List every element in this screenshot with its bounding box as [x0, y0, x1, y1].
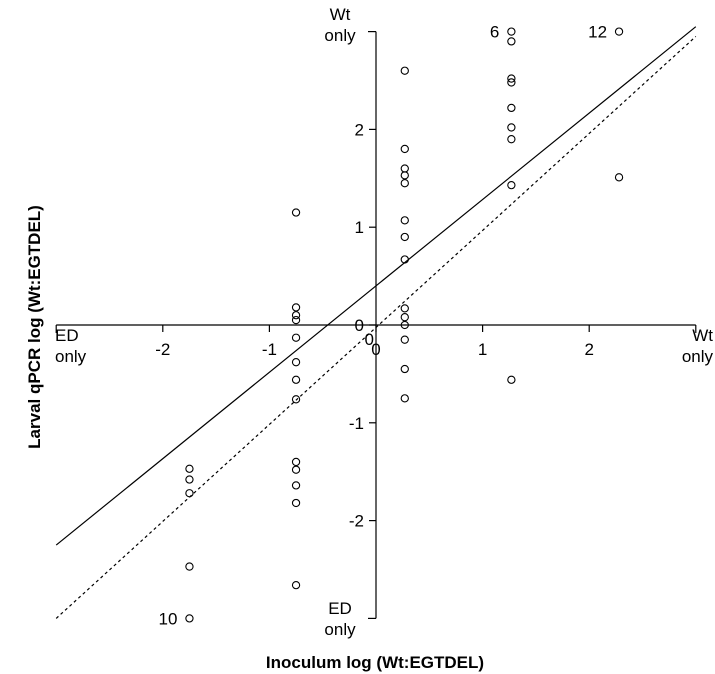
axes [56, 32, 696, 619]
data-point [401, 233, 408, 240]
data-point [508, 124, 515, 131]
data-point [292, 209, 299, 216]
x-tick-label: 2 [584, 340, 593, 359]
data-point [401, 180, 408, 187]
y-axis-end-label-top: only [324, 26, 356, 45]
x-tick-label: -1 [262, 340, 277, 359]
y-axis-title: Larval qPCR log (Wt:EGTDEL) [25, 205, 44, 449]
origin-label: 0 [365, 330, 374, 349]
data-point [508, 38, 515, 45]
y-axis-end-label-top: Wt [330, 5, 351, 24]
data-point [401, 365, 408, 372]
data-point [401, 172, 408, 179]
y-tick-label: 2 [355, 120, 364, 139]
data-point [292, 582, 299, 589]
data-point [401, 145, 408, 152]
data-point [615, 174, 622, 181]
data-point [292, 458, 299, 465]
data-point [508, 136, 515, 143]
data-point [292, 334, 299, 341]
x-tick-label: -2 [155, 340, 170, 359]
labels: -2 -1 0 1 2-2-10120EDonlyWtonlyWtonlyEDonly6… [55, 5, 713, 639]
x-axis-title: Inoculum log (Wt:EGTDEL) [266, 653, 484, 672]
data-point [292, 317, 299, 324]
y-tick-label: -2 [349, 512, 364, 531]
data-point [186, 465, 193, 472]
point-count-label: 6 [490, 23, 499, 42]
data-point [508, 182, 515, 189]
data-point [292, 359, 299, 366]
data-point [401, 395, 408, 402]
data-point [186, 490, 193, 497]
data-point [401, 217, 408, 224]
y-tick-label: 0 [355, 316, 364, 335]
data-point [186, 563, 193, 570]
x-axis-end-label-left: ED [55, 326, 79, 345]
x-axis-end-label-right: Wt [692, 326, 713, 345]
y-axis-end-label-bottom: ED [328, 599, 352, 618]
data-point [401, 67, 408, 74]
y-tick-label: -1 [349, 414, 364, 433]
x-axis-end-label-left: only [55, 347, 87, 366]
data-point [292, 466, 299, 473]
y-tick-label: 1 [355, 218, 364, 237]
data-point [508, 376, 515, 383]
data-point [292, 482, 299, 489]
data-point [292, 376, 299, 383]
data-point [401, 336, 408, 343]
data-point [508, 28, 515, 35]
data-point [292, 304, 299, 311]
data-point [401, 314, 408, 321]
y-axis-end-label-bottom: only [324, 620, 356, 639]
x-axis-end-label-right: only [682, 347, 714, 366]
data-point [292, 499, 299, 506]
data-point [615, 28, 622, 35]
data-point [401, 165, 408, 172]
data-point [401, 305, 408, 312]
data-point [186, 615, 193, 622]
data-point [186, 476, 193, 483]
point-count-label: 12 [588, 23, 607, 42]
x-tick-label: 1 [478, 340, 487, 359]
data-point [292, 396, 299, 403]
data-point [508, 104, 515, 111]
point-count-label: 10 [159, 609, 178, 628]
